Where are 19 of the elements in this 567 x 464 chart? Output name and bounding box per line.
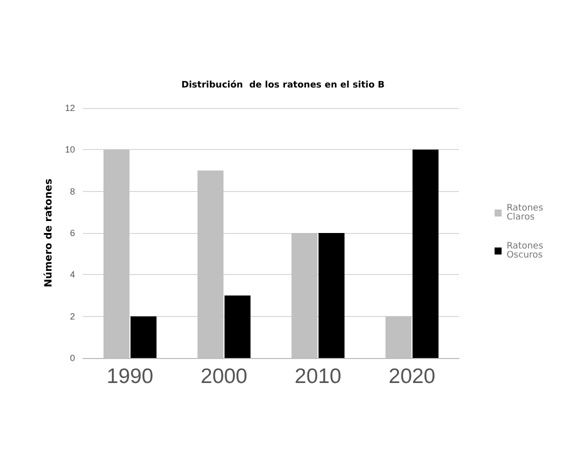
y-tick-label: 8 [70,186,75,196]
legend-label: Ratones Oscuros [506,242,546,260]
x-tick-label: 1990 [106,365,154,388]
x-tick-label: 2010 [294,365,342,388]
y-tick-label: 2 [70,311,75,322]
x-tick-label: 2000 [200,365,248,388]
y-tick-label: 0 [70,353,75,363]
bar [412,150,439,358]
y-tick-label: 4 [70,270,75,280]
y-tick-label: 12 [64,103,75,113]
bar [130,316,157,358]
legend-label: Ratones Claros [506,204,546,222]
y-axis-title: Número de ratones [44,178,55,288]
y-tick-label: 6 [70,228,75,238]
chart-title: Distribución de los ratones en el sitio B [181,80,385,90]
bar [318,233,345,358]
x-tick-label: 2020 [388,365,436,388]
y-tick-label: 10 [64,144,75,155]
bar [224,296,251,358]
